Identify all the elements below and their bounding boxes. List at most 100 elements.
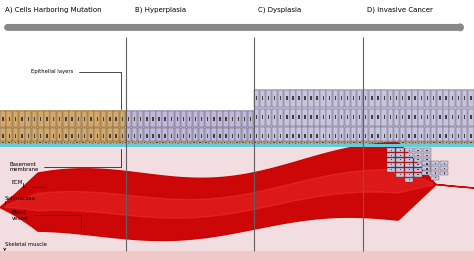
Bar — [31, 141, 36, 145]
Bar — [117, 141, 123, 145]
Bar — [462, 141, 467, 145]
Bar — [272, 127, 277, 144]
Bar — [103, 134, 104, 138]
Bar — [0, 110, 126, 145]
Bar — [219, 117, 221, 121]
Bar — [414, 134, 416, 138]
Bar — [378, 142, 379, 143]
Bar — [418, 150, 419, 151]
Bar — [50, 111, 56, 127]
Bar — [332, 127, 338, 144]
Bar — [327, 127, 332, 144]
Bar — [103, 117, 104, 121]
Bar — [219, 134, 221, 138]
Bar — [414, 148, 422, 152]
Bar — [123, 141, 129, 145]
Bar — [431, 109, 437, 126]
Bar — [146, 117, 147, 121]
Bar — [426, 163, 428, 164]
Bar — [409, 150, 410, 151]
Bar — [72, 134, 73, 138]
Bar — [150, 128, 155, 144]
Bar — [163, 142, 164, 143]
Bar — [94, 128, 100, 144]
Bar — [310, 96, 312, 100]
Bar — [286, 115, 288, 119]
Bar — [328, 115, 330, 119]
Bar — [345, 90, 350, 107]
Bar — [341, 115, 342, 119]
Bar — [431, 176, 439, 180]
Bar — [405, 168, 413, 172]
Bar — [391, 150, 392, 151]
Bar — [458, 96, 459, 100]
Bar — [148, 141, 154, 145]
Bar — [400, 164, 401, 165]
Bar — [278, 90, 283, 107]
Bar — [256, 115, 257, 119]
Bar — [44, 111, 50, 127]
Bar — [402, 142, 404, 143]
Bar — [15, 142, 16, 143]
Bar — [353, 115, 354, 119]
Bar — [388, 127, 393, 144]
Bar — [462, 109, 467, 126]
Bar — [409, 174, 410, 175]
Bar — [250, 134, 251, 138]
Bar — [357, 141, 363, 145]
Bar — [458, 134, 459, 138]
Bar — [396, 148, 404, 152]
Bar — [32, 128, 37, 144]
Bar — [46, 117, 48, 121]
Bar — [284, 109, 290, 126]
Bar — [396, 158, 404, 162]
Bar — [88, 111, 94, 127]
Bar — [0, 0, 474, 147]
Bar — [55, 141, 61, 145]
Bar — [272, 109, 277, 126]
Bar — [310, 134, 312, 138]
Bar — [426, 173, 428, 174]
Bar — [308, 141, 313, 145]
Bar — [242, 142, 244, 143]
Bar — [335, 115, 336, 119]
Bar — [414, 96, 416, 100]
Bar — [248, 128, 253, 144]
Bar — [314, 109, 320, 126]
Bar — [371, 115, 373, 119]
Bar — [0, 128, 6, 144]
Bar — [456, 141, 461, 145]
Bar — [317, 96, 318, 100]
Bar — [400, 174, 401, 175]
Bar — [449, 90, 455, 107]
Bar — [82, 142, 84, 143]
Bar — [439, 96, 441, 100]
Bar — [205, 111, 210, 127]
Bar — [58, 142, 59, 143]
Bar — [207, 117, 209, 121]
Bar — [21, 142, 22, 143]
Bar — [390, 134, 391, 138]
Bar — [437, 90, 443, 107]
Bar — [456, 90, 461, 107]
Bar — [236, 111, 241, 127]
Bar — [223, 111, 229, 127]
Bar — [250, 117, 251, 121]
Bar — [68, 141, 73, 145]
Bar — [405, 178, 413, 182]
Bar — [146, 134, 147, 138]
Bar — [122, 117, 123, 121]
Bar — [435, 168, 437, 169]
Bar — [12, 141, 18, 145]
Bar — [44, 128, 50, 144]
Bar — [107, 111, 113, 127]
Bar — [402, 96, 403, 100]
Bar — [387, 148, 395, 152]
Bar — [266, 109, 271, 126]
Bar — [59, 134, 60, 138]
Bar — [302, 127, 308, 144]
Bar — [470, 96, 472, 100]
Bar — [169, 142, 170, 143]
Bar — [0, 111, 6, 127]
Bar — [206, 142, 207, 143]
